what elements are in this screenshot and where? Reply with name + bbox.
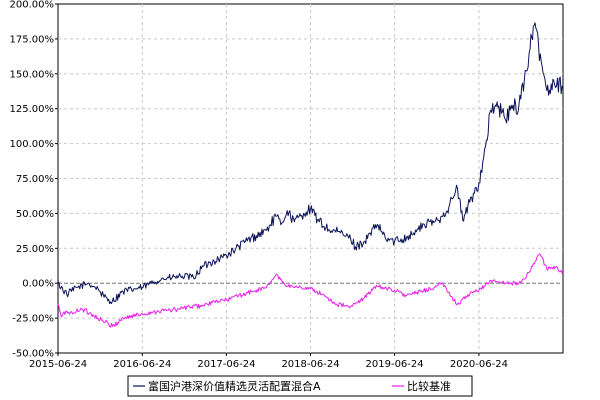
- series-line-fund: [57, 22, 564, 305]
- x-axis-ticks: 2015-06-24 2016-06-24 2017-06-24 2018-06-24…: [29, 353, 508, 370]
- y-tick-label: 100.00%: [10, 139, 55, 150]
- x-tick-label: 2018-06-24: [281, 359, 339, 370]
- y-tick-label: -50.00%: [12, 349, 54, 360]
- legend: 富国沪港深价值精选灵活配置混合A 比较基准: [127, 375, 473, 397]
- y-tick-label: 125.00%: [10, 104, 55, 115]
- y-tick-label: 175.00%: [10, 34, 55, 45]
- y-axis-ticks: 200.00% 175.00% 150.00% 125.00% 100.00% 75.00…: [10, 0, 58, 360]
- x-tick-label: 2017-06-24: [197, 359, 255, 370]
- y-tick-label: -25.00%: [12, 314, 54, 325]
- y-tick-label: 25.00%: [16, 244, 54, 255]
- y-tick-label: 50.00%: [16, 209, 54, 220]
- y-tick-label: 200.00%: [10, 0, 55, 11]
- legend-label-fund: 富国沪港深价值精选灵活配置混合A: [148, 379, 321, 393]
- legend-label-benchmark: 比较基准: [407, 379, 451, 393]
- x-tick-label: 2016-06-24: [113, 359, 171, 370]
- series-line-benchmark: [57, 253, 564, 328]
- grid-lines: [58, 4, 563, 353]
- y-tick-label: 75.00%: [16, 174, 54, 185]
- y-tick-label: 0.00%: [22, 279, 54, 290]
- y-tick-label: 150.00%: [10, 69, 55, 80]
- x-tick-label: 2015-06-24: [29, 359, 87, 370]
- x-tick-label: 2020-06-24: [450, 359, 508, 370]
- series-lines: [57, 22, 564, 328]
- x-tick-label: 2019-06-24: [366, 359, 424, 370]
- legend-box: [127, 375, 473, 397]
